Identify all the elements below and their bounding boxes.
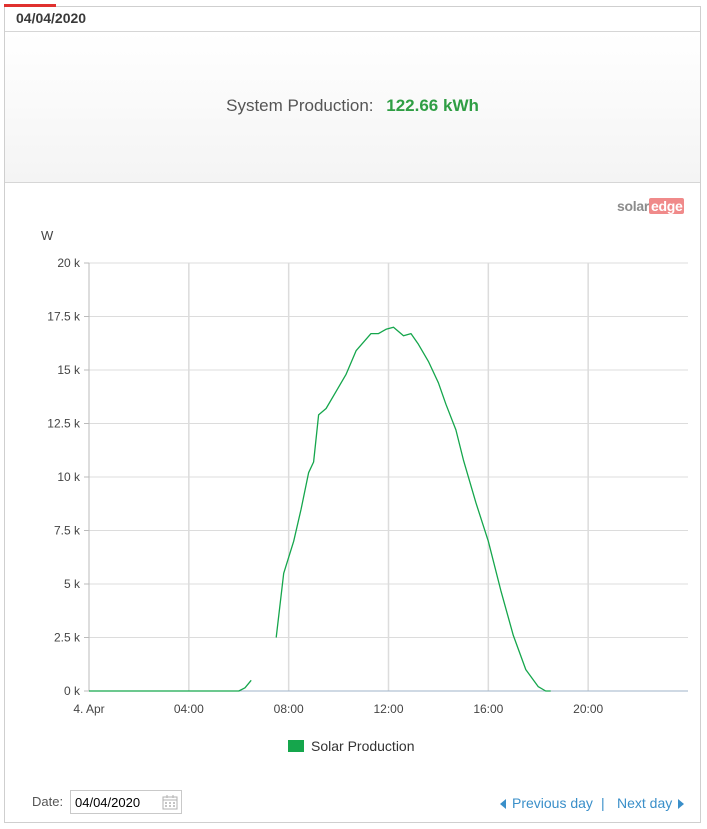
legend-label: Solar Production [311, 738, 415, 754]
previous-day-label: Previous day [512, 795, 593, 811]
x-tick-label: 4. Apr [73, 702, 104, 716]
y-tick-label: 5 k [64, 577, 81, 591]
y-tick-label: 12.5 k [47, 417, 81, 431]
y-tick-label: 20 k [57, 256, 81, 270]
y-tick-label: 2.5 k [54, 631, 81, 645]
summary-line: System Production: 122.66 kWh [5, 96, 700, 116]
x-tick-label: 08:00 [274, 702, 304, 716]
chart-legend[interactable]: Solar Production [288, 738, 415, 754]
legend-swatch [288, 740, 304, 752]
next-day-link[interactable]: Next day [617, 795, 685, 811]
solaredge-logo: solar edge [617, 198, 685, 214]
triangle-right-icon [678, 799, 685, 809]
summary-label: System Production: [226, 96, 374, 115]
y-tick-label: 15 k [57, 363, 81, 377]
x-tick-label: 16:00 [473, 702, 503, 716]
logo-part-edge: edge [648, 198, 685, 214]
y-tick-label: 17.5 k [47, 310, 81, 324]
logo-part-solar: solar [617, 198, 649, 214]
x-tick-label: 20:00 [573, 702, 603, 716]
next-day-label: Next day [617, 795, 673, 811]
date-tab[interactable]: 04/04/2020 [16, 10, 87, 26]
date-input[interactable] [70, 790, 182, 814]
y-tick-label: 10 k [57, 470, 81, 484]
active-tab-indicator [4, 4, 56, 7]
summary-value: 122.66 kWh [386, 96, 479, 115]
date-label: Date: [32, 794, 64, 809]
production-summary: System Production: 122.66 kWh [5, 31, 700, 183]
series-line-solar-production [89, 679, 252, 692]
x-tick-label: 12:00 [373, 702, 403, 716]
series-line-solar-production [275, 326, 551, 692]
calendar-icon[interactable] [162, 794, 178, 810]
triangle-left-icon [500, 799, 506, 809]
previous-day-link[interactable]: Previous day [500, 795, 593, 811]
production-chart: 0 k 2.5 k 5 k 7.5 k 10 k 12.5 k 15 k 17.5 k 20 k… [41, 228, 688, 716]
x-tick-label: 04:00 [174, 702, 204, 716]
y-tick-label: 0 k [64, 684, 81, 698]
nav-separator: | [601, 795, 605, 811]
y-tick-label: 7.5 k [54, 524, 81, 538]
y-axis-label: W [41, 228, 54, 243]
